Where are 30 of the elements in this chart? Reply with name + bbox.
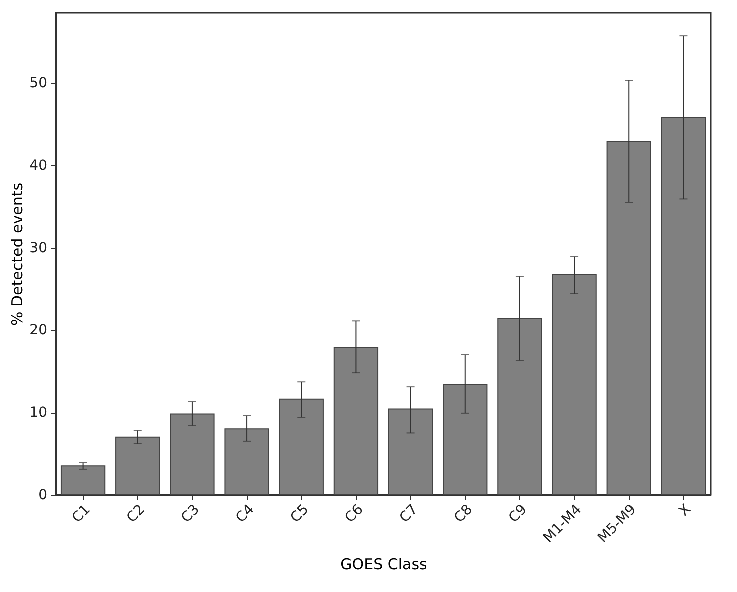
x-axis-title: GOES Class (340, 556, 428, 574)
x-tick-label: C6 (342, 502, 367, 526)
x-tick-label: X (676, 502, 695, 520)
y-tick-label: 0 (38, 488, 48, 504)
y-tick-label: 50 (30, 76, 48, 92)
bar (116, 436, 160, 496)
x-tick-label: C8 (451, 502, 476, 526)
y-tick-label: 30 (30, 240, 48, 256)
bar (443, 384, 488, 496)
bar (60, 466, 106, 496)
x-tick-label: C7 (396, 502, 422, 526)
y-tick-label: 40 (30, 158, 48, 174)
bar (606, 141, 652, 496)
x-tick-label: C5 (288, 502, 312, 526)
bar (224, 428, 270, 496)
x-tick-label: C9 (506, 502, 531, 526)
bar (661, 117, 706, 496)
x-tick-label: C4 (233, 502, 258, 526)
bar (170, 414, 215, 496)
x-tick-label: C2 (124, 502, 148, 526)
bar (334, 347, 379, 496)
bar (498, 318, 542, 496)
bar (552, 274, 597, 496)
bar (388, 408, 434, 496)
y-tick-label: 20 (30, 322, 48, 339)
y-tick-label: 10 (30, 405, 48, 422)
x-tick-label: C3 (178, 502, 204, 526)
bar (279, 398, 324, 496)
y-axis-title: % Detected events (8, 182, 27, 326)
x-tick-label: C1 (69, 502, 94, 526)
